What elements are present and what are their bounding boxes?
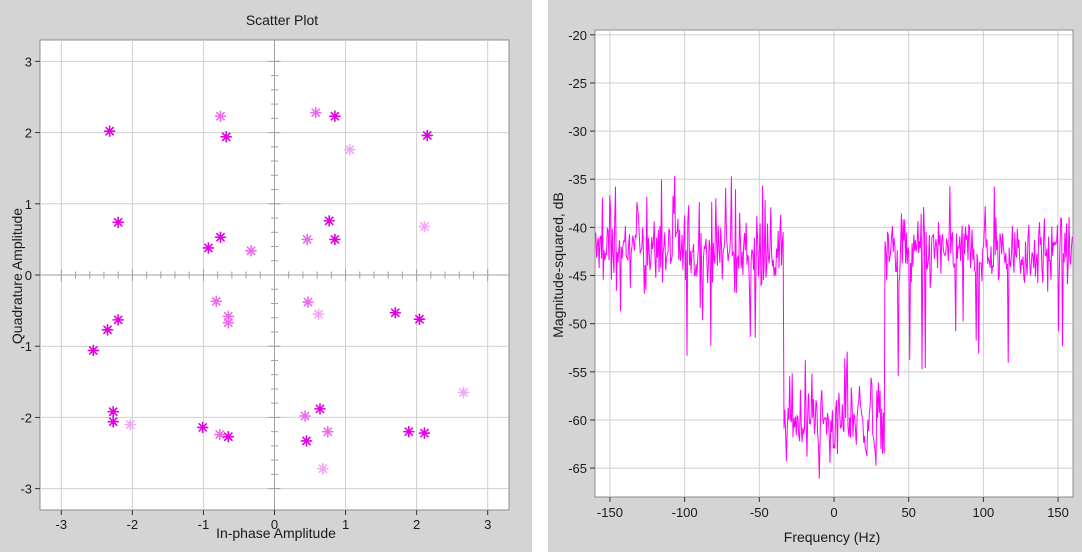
- x-tick-label: 0: [830, 505, 837, 520]
- scatter-point: [301, 233, 313, 246]
- scatter-point: [87, 344, 100, 357]
- scatter-point: [124, 418, 137, 431]
- scatter-point: [101, 324, 114, 336]
- tick-labels: -3 -2 -1 0 1 2 3 3 2 1 0 -1 -2 -3: [20, 54, 491, 532]
- y-tick-label: 2: [25, 126, 32, 141]
- y-tick-label: -35: [568, 172, 587, 187]
- y-tick-label: 1: [25, 197, 32, 212]
- scatter-plot-panel: Scatter Plot -3 -2 -1 0 1 2 3 3 2 1 0 -1 -2 -3 In-pha…: [0, 0, 532, 552]
- scatter-point: [107, 405, 119, 418]
- y-tick-label: -3: [20, 482, 32, 497]
- scatter-point: [214, 110, 227, 122]
- x-tick-label: -150: [597, 505, 623, 520]
- scatter-point: [421, 129, 434, 142]
- scatter-point: [112, 216, 124, 229]
- y-tick-label: -65: [568, 461, 587, 476]
- scatter-point: [329, 110, 341, 122]
- x-tick-label: 3: [484, 517, 491, 532]
- x-axis-label: In-phase Amplitude: [216, 525, 336, 541]
- scatter-point: [299, 410, 311, 422]
- x-tick-label: 150: [1047, 505, 1069, 520]
- scatter-point: [213, 428, 226, 441]
- y-tick-label: -1: [20, 339, 32, 354]
- y-tick-label: -50: [568, 317, 587, 332]
- y-tick-label: -55: [568, 365, 587, 380]
- scatter-point: [321, 425, 334, 438]
- scatter-point: [418, 220, 431, 233]
- y-tick-label: -45: [568, 269, 587, 284]
- y-axis-label: Quadrature Amplitude: [9, 208, 25, 344]
- scatter-point: [312, 308, 325, 320]
- y-tick-label: 0: [25, 268, 32, 283]
- spectrum-trace: [594, 175, 1073, 479]
- scatter-point: [300, 435, 313, 447]
- scatter-point: [222, 430, 235, 443]
- x-tick-label: 50: [901, 505, 915, 520]
- spectrum-plot: -150 -100 -50 0 50 100 150 -20 -25 -30 -35 -40 -45 -5…: [550, 28, 1074, 545]
- scatter-point: [222, 316, 235, 329]
- x-tick-label: -50: [750, 505, 769, 520]
- x-tick-label: -100: [672, 505, 698, 520]
- x-tick-label: 2: [413, 517, 420, 532]
- scatter-point: [323, 215, 336, 227]
- x-tick-label: -2: [127, 517, 139, 532]
- grid: [595, 30, 1073, 497]
- axes: [40, 40, 509, 510]
- scatter-point: [329, 233, 341, 246]
- scatter-point: [214, 231, 227, 244]
- scatter-point: [196, 421, 209, 434]
- y-tick-label: -2: [20, 410, 32, 425]
- scatter-point: [202, 242, 215, 254]
- y-axis-label: Magnitude-squared, dB: [550, 192, 566, 338]
- scatter-point: [403, 425, 415, 438]
- x-tick-label: 1: [342, 517, 349, 532]
- scatter-point: [210, 295, 223, 308]
- scatter-point: [309, 106, 322, 119]
- scatter-point: [418, 427, 431, 439]
- scatter-point: [112, 314, 124, 326]
- scatter-point: [413, 313, 426, 325]
- spectrum-panel: -150 -100 -50 0 50 100 150 -20 -25 -30 -35 -40 -45 -5…: [548, 0, 1082, 552]
- y-tick-label: 3: [25, 54, 32, 69]
- scatter-point: [317, 462, 329, 475]
- y-tick-label: -25: [568, 76, 587, 91]
- scatter-plot: Scatter Plot -3 -2 -1 0 1 2 3 3 2 1 0 -1 -2 -3 In-pha…: [9, 12, 510, 541]
- scatter-point: [107, 415, 119, 428]
- y-tick-label: -60: [568, 413, 587, 428]
- scatter-point: [314, 403, 326, 415]
- scatter-point: [457, 386, 470, 399]
- spectrum-line: [594, 175, 1073, 479]
- x-tick-label: 100: [973, 505, 995, 520]
- data-points: [87, 106, 470, 475]
- y-tick-label: -20: [568, 28, 587, 43]
- scatter-point: [220, 131, 232, 143]
- tick-labels: -150 -100 -50 0 50 100 150 -20 -25 -30 -35 -40 -45 -5…: [568, 28, 1069, 520]
- x-tick-label: -1: [198, 517, 210, 532]
- x-tick-label: 0: [271, 517, 278, 532]
- scatter-point: [389, 306, 402, 319]
- scatter-point: [103, 125, 116, 137]
- scatter-point: [344, 143, 356, 156]
- scatter-point: [302, 296, 314, 308]
- y-tick-label: -30: [568, 124, 587, 139]
- scatter-point: [245, 244, 257, 257]
- x-axis-label: Frequency (Hz): [784, 529, 880, 545]
- chart-title: Scatter Plot: [246, 12, 318, 28]
- x-tick-label: -3: [56, 517, 68, 532]
- y-tick-label: -40: [568, 220, 587, 235]
